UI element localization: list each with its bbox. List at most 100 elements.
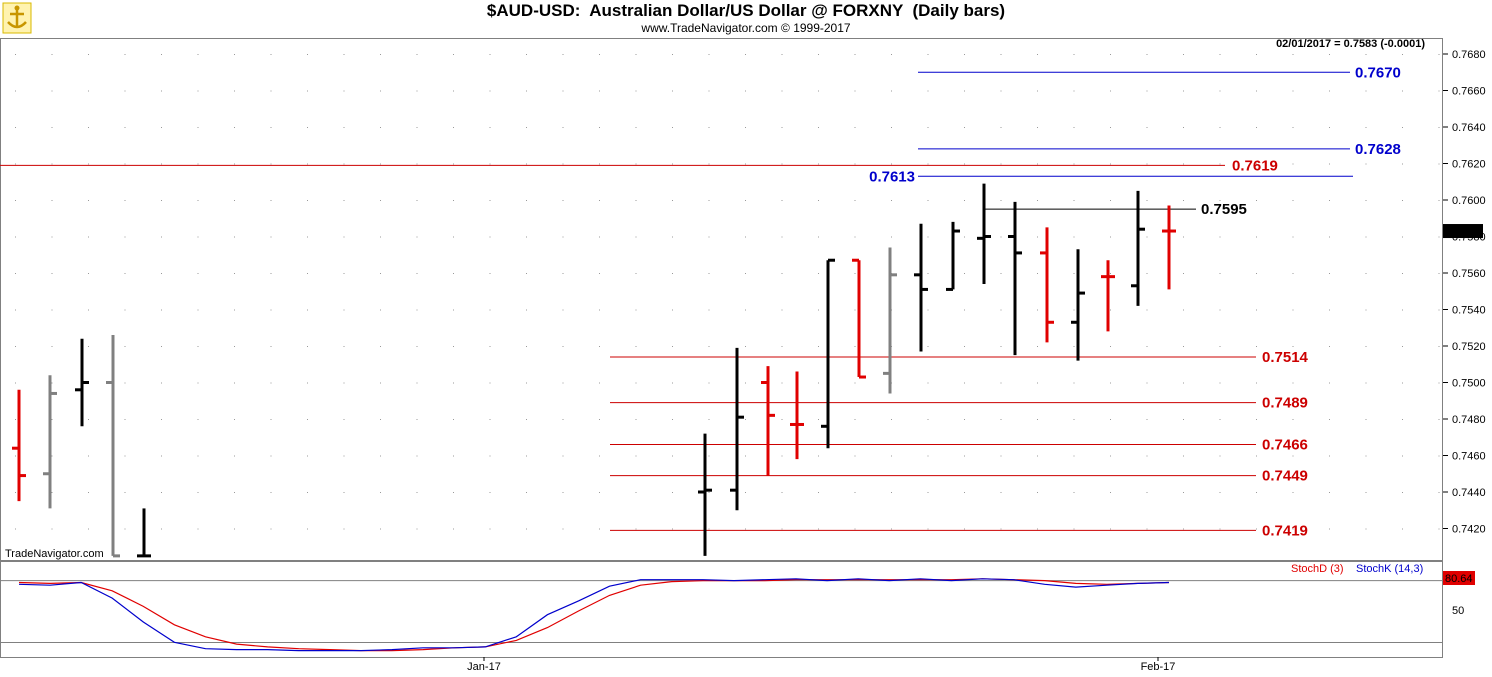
grid-dot bbox=[818, 90, 819, 92]
grid-dot bbox=[453, 346, 454, 347]
grid-dot bbox=[234, 236, 235, 238]
grid-dot bbox=[1037, 163, 1038, 165]
grid-dot bbox=[380, 455, 381, 457]
grid-dot bbox=[1000, 127, 1002, 128]
grid-dot bbox=[453, 54, 454, 55]
grid-dot bbox=[1183, 492, 1184, 493]
grid-dot bbox=[234, 127, 235, 128]
grid-dot bbox=[964, 163, 965, 165]
grid-dot bbox=[51, 236, 53, 238]
grid-dot bbox=[489, 382, 491, 384]
grid-dot bbox=[1365, 127, 1367, 128]
grid-dot bbox=[599, 346, 600, 347]
grid-dot bbox=[1183, 273, 1184, 274]
grid-dot bbox=[708, 54, 710, 55]
grid-dot bbox=[161, 163, 162, 165]
grid-dot bbox=[307, 419, 308, 420]
grid-dot bbox=[672, 200, 673, 201]
grid-dot bbox=[124, 236, 126, 238]
grid-dot bbox=[635, 127, 637, 128]
grid-dot bbox=[1365, 309, 1367, 311]
grid-dot bbox=[964, 127, 965, 128]
grid-dot bbox=[88, 127, 89, 128]
grid-dot bbox=[1037, 382, 1038, 384]
grid-dot bbox=[1219, 492, 1221, 493]
grid-dot bbox=[1438, 90, 1440, 92]
grid-dot bbox=[1037, 346, 1038, 347]
grid-dot bbox=[891, 54, 892, 55]
grid-dot bbox=[453, 455, 454, 457]
grid-dot bbox=[1292, 455, 1294, 457]
grid-dot bbox=[124, 273, 126, 274]
grid-dot bbox=[1073, 163, 1075, 165]
grid-dot bbox=[197, 90, 199, 92]
grid-dot bbox=[1073, 309, 1075, 311]
grid-dot bbox=[1402, 163, 1403, 165]
grid-dot bbox=[1183, 528, 1184, 530]
grid-dot bbox=[1365, 54, 1367, 55]
grid-dot bbox=[453, 382, 454, 384]
grid-dot bbox=[1402, 346, 1403, 347]
grid-dot bbox=[745, 273, 746, 274]
grid-dot bbox=[1219, 273, 1221, 274]
y-tick-label: 0.7460 bbox=[1452, 451, 1486, 463]
grid-dot bbox=[197, 419, 199, 420]
grid-dot bbox=[745, 236, 746, 238]
grid-dot bbox=[1183, 90, 1184, 92]
grid-dot bbox=[891, 236, 892, 238]
grid-dot bbox=[161, 382, 162, 384]
grid-dot bbox=[672, 382, 673, 384]
ohlc-bar bbox=[1040, 227, 1054, 343]
grid-dot bbox=[1365, 346, 1367, 347]
grid-dot bbox=[818, 236, 819, 238]
grid-dot bbox=[1402, 382, 1403, 384]
grid-dot bbox=[891, 163, 892, 165]
grid-dot bbox=[15, 90, 16, 92]
grid-dot bbox=[1073, 200, 1075, 201]
grid-dot bbox=[635, 273, 637, 274]
grid-dot bbox=[672, 236, 673, 238]
grid-dot bbox=[307, 236, 308, 238]
grid-dot bbox=[1037, 528, 1038, 530]
grid-dot bbox=[1183, 127, 1184, 128]
price-y-axis: 0.7420 0.7440 0.7460 0.7480 0.7500 0.7520 0.75… bbox=[1443, 49, 1486, 536]
grid-dot bbox=[1037, 127, 1038, 128]
grid-dot bbox=[1183, 455, 1184, 457]
grid-dot bbox=[51, 127, 53, 128]
grid-dot bbox=[380, 419, 381, 420]
grid-dot bbox=[599, 236, 600, 238]
grid-dot bbox=[197, 163, 199, 165]
grid-dot bbox=[489, 492, 491, 493]
grid-dot bbox=[562, 419, 564, 420]
grid-dot bbox=[781, 90, 783, 92]
grid-dot bbox=[745, 309, 746, 311]
stoch-line bbox=[18, 578, 1170, 652]
grid-dot bbox=[161, 273, 162, 274]
grid-dot bbox=[1256, 528, 1257, 530]
grid-dot bbox=[927, 90, 929, 92]
grid-dot bbox=[599, 309, 600, 311]
grid-dot bbox=[964, 54, 965, 55]
grid-dot bbox=[1256, 54, 1257, 55]
trade-navigator-logo bbox=[2, 2, 32, 34]
x-tick-label: Jan-17 bbox=[467, 661, 501, 673]
y-tick-label: 0.7420 bbox=[1452, 524, 1486, 536]
grid-dot bbox=[1219, 309, 1221, 311]
grid-dot bbox=[489, 163, 491, 165]
grid-dot bbox=[635, 236, 637, 238]
grid-dot bbox=[526, 273, 527, 274]
grid-dot bbox=[635, 346, 637, 347]
grid-dot bbox=[599, 200, 600, 201]
grid-dot bbox=[1146, 528, 1148, 530]
price-panel-frame bbox=[0, 38, 1443, 561]
grid-dot bbox=[1037, 54, 1038, 55]
grid-dot bbox=[562, 163, 564, 165]
grid-dot bbox=[270, 163, 272, 165]
grid-dot bbox=[15, 455, 16, 457]
grid-dot bbox=[489, 419, 491, 420]
grid-dot bbox=[781, 528, 783, 530]
grid-dot bbox=[416, 528, 418, 530]
grid-dot bbox=[1000, 200, 1002, 201]
grid-dot bbox=[15, 492, 16, 493]
grid-dot bbox=[781, 163, 783, 165]
